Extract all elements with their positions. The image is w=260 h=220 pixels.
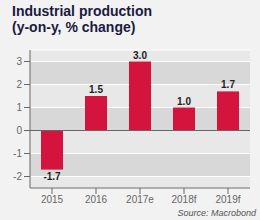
svg-text:-2: -2 xyxy=(13,171,22,182)
html-text:(y-on-y, % change): (y-on-y, % change) xyxy=(12,19,136,35)
html-text:Source: Macrobond: Source: Macrobond xyxy=(177,208,256,218)
svg-text:-1.7: -1.7 xyxy=(43,171,61,182)
svg-text:2018f: 2018f xyxy=(171,194,196,205)
svg-text:2: 2 xyxy=(16,79,22,90)
svg-text:2019f: 2019f xyxy=(215,194,240,205)
html-text:Industrial production: Industrial production xyxy=(12,3,152,19)
svg-text:2015: 2015 xyxy=(41,194,64,205)
svg-text:2016: 2016 xyxy=(85,194,108,205)
svg-text:1.7: 1.7 xyxy=(221,79,235,90)
svg-text:1.0: 1.0 xyxy=(177,96,191,107)
svg-text:1: 1 xyxy=(16,102,22,113)
svg-text:0: 0 xyxy=(16,125,22,136)
svg-text:3.0: 3.0 xyxy=(133,50,147,61)
svg-text:2017e: 2017e xyxy=(126,194,154,205)
svg-text:3: 3 xyxy=(16,56,22,67)
svg-text:-1: -1 xyxy=(13,148,22,159)
svg-text:1.5: 1.5 xyxy=(89,84,103,95)
